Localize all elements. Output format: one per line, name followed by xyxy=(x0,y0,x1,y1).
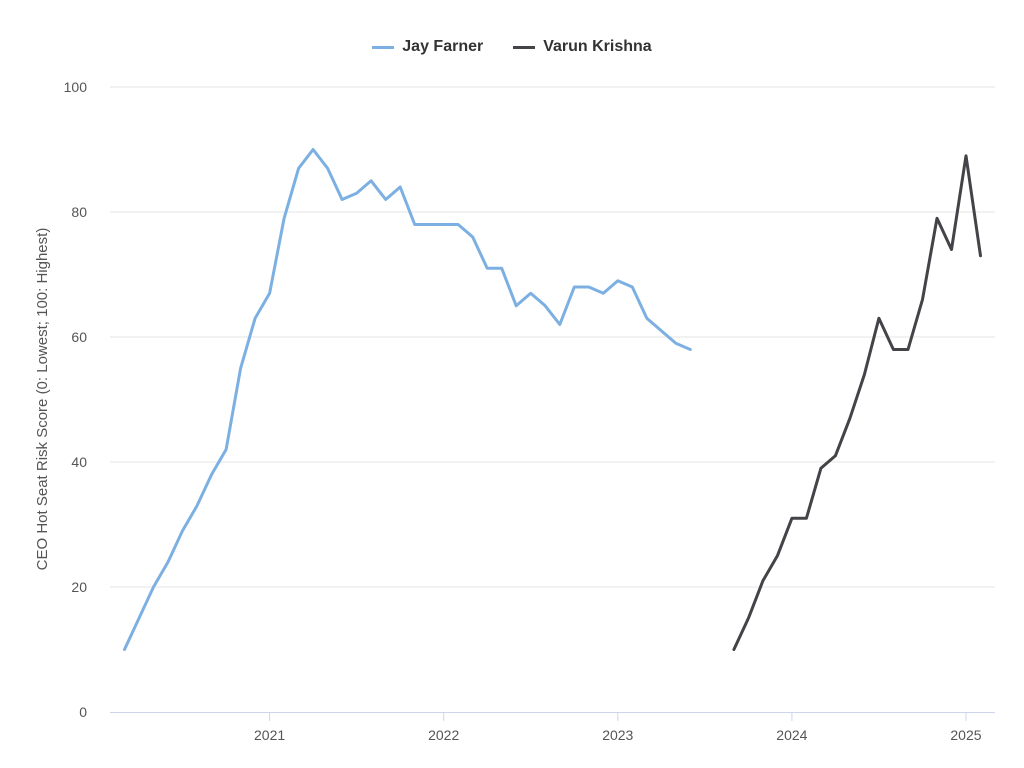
legend: Jay Farner Varun Krishna xyxy=(0,38,1024,56)
x-tick-label-2022: 2022 xyxy=(428,727,459,743)
x-tick-label-2023: 2023 xyxy=(602,727,633,743)
legend-swatch-varun-krishna xyxy=(513,45,536,49)
series-line-jay-farner xyxy=(123,148,692,651)
x-axis: 2021 2022 2023 2024 2025 xyxy=(110,712,995,743)
series-line-varun-krishna xyxy=(732,154,982,651)
y-tick-label-20: 20 xyxy=(71,579,87,595)
legend-swatch-jay-farner xyxy=(372,45,395,49)
y-tick-label-100: 100 xyxy=(64,79,88,95)
y-axis: 0 20 40 60 80 100 xyxy=(64,79,88,720)
y-tick-label-80: 80 xyxy=(71,204,87,220)
series-lines xyxy=(123,148,982,651)
legend-item-varun-krishna[interactable]: Varun Krishna xyxy=(513,38,652,56)
y-tick-label-60: 60 xyxy=(71,329,87,345)
x-tick-label-2021: 2021 xyxy=(254,727,285,743)
y-tick-label-40: 40 xyxy=(71,454,87,470)
legend-label-jay-farner: Jay Farner xyxy=(402,38,484,55)
y-axis-title: CEO Hot Seat Risk Score (0: Lowest; 100:… xyxy=(34,228,51,571)
legend-item-jay-farner[interactable]: Jay Farner xyxy=(372,38,483,56)
y-tick-label-0: 0 xyxy=(79,704,87,720)
x-tick-label-2025: 2025 xyxy=(950,727,981,743)
legend-label-varun-krishna: Varun Krishna xyxy=(543,38,652,55)
x-tick-label-2024: 2024 xyxy=(776,727,807,743)
gridlines xyxy=(110,86,995,588)
